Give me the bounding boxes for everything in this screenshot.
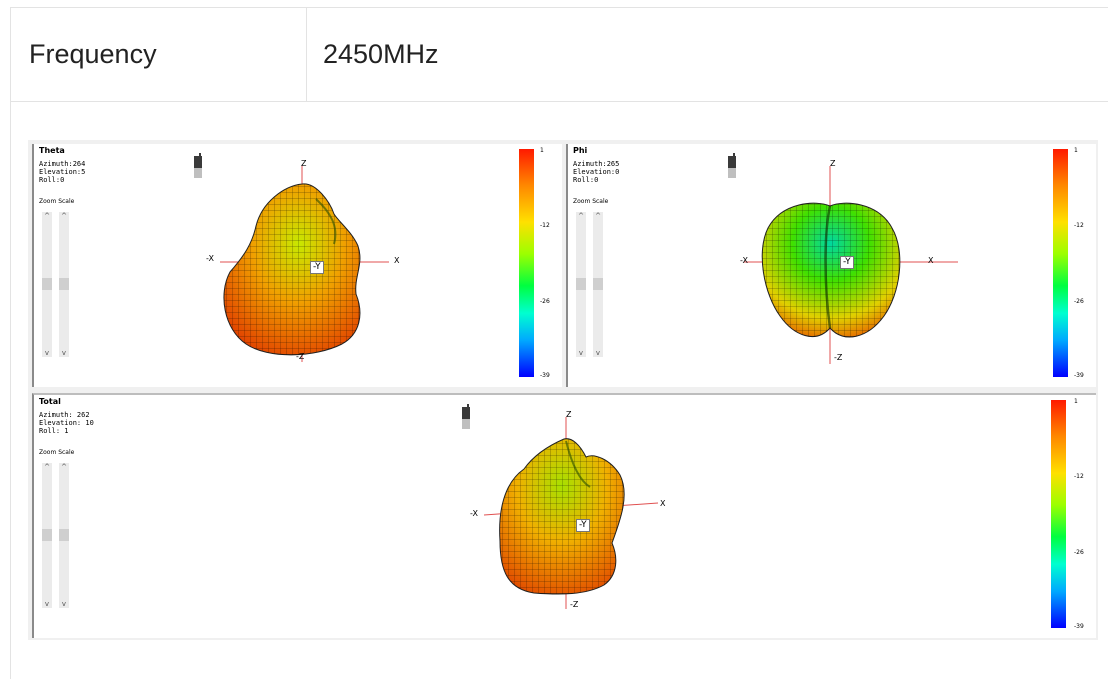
chevron-up-icon[interactable]: ^	[61, 463, 67, 471]
axis-label-neg-y: -Y	[840, 256, 854, 269]
scale-slider[interactable]: ^ v	[593, 212, 603, 357]
azimuth-readout: Azimuth: 262	[39, 411, 90, 419]
azimuth-readout: Azimuth:265	[573, 160, 620, 168]
zoom-slider[interactable]: ^ v	[576, 212, 586, 357]
phone-icon	[462, 404, 470, 429]
roll-readout: Roll:0	[573, 176, 599, 184]
theta-pattern-3d[interactable]	[34, 144, 562, 387]
phone-icon	[728, 153, 736, 178]
panel-title: Theta	[39, 146, 65, 155]
chevron-down-icon[interactable]: v	[578, 349, 584, 357]
axis-label-neg-y: -Y	[576, 519, 590, 532]
roll-readout: Roll:0	[39, 176, 65, 184]
chevron-up-icon[interactable]: ^	[578, 212, 584, 220]
orientation-readout: Azimuth:265 Elevation:0 Roll:0	[573, 160, 619, 184]
colorbar-tick: -26	[1074, 549, 1084, 556]
total-panel[interactable]: Total Azimuth: 262 Elevation: 10 Roll: 1…	[32, 393, 1096, 638]
scale-slider-thumb[interactable]	[59, 278, 69, 290]
frequency-row: Frequency 2450MHz	[10, 7, 1108, 102]
chevron-up-icon[interactable]: ^	[44, 463, 50, 471]
scale-slider[interactable]: ^ v	[59, 212, 69, 357]
colorbar-tick: -26	[1074, 298, 1084, 305]
zoom-slider-thumb[interactable]	[42, 278, 52, 290]
azimuth-readout: Azimuth:264	[39, 160, 86, 168]
zoom-scale-label: Zoom Scale	[39, 449, 75, 456]
total-pattern-3d[interactable]	[34, 395, 1096, 638]
colorbar-tick: 1	[1074, 398, 1078, 405]
scale-slider-thumb[interactable]	[59, 529, 69, 541]
chevron-up-icon[interactable]: ^	[595, 212, 601, 220]
theta-panel[interactable]: Theta Azimuth:264 Elevation:5 Roll:0 Zoo…	[32, 144, 562, 387]
orientation-readout: Azimuth:264 Elevation:5 Roll:0	[39, 160, 85, 184]
zoom-scale-label: Zoom Scale	[39, 198, 75, 205]
phi-pattern-3d[interactable]	[568, 144, 1096, 387]
axis-label-z: Z	[830, 159, 836, 168]
colorbar-tick: -12	[540, 222, 550, 229]
panel-title: Phi	[573, 146, 588, 155]
chevron-down-icon[interactable]: v	[595, 349, 601, 357]
frequency-label: Frequency	[10, 8, 307, 101]
axis-label-neg-x: -X	[206, 254, 214, 263]
table-border	[10, 100, 11, 679]
colorbar-tick: -39	[1074, 372, 1084, 379]
zoom-scale-label: Zoom Scale	[573, 198, 609, 205]
frequency-value: 2450MHz	[323, 39, 439, 69]
roll-readout: Roll: 1	[39, 427, 69, 435]
phi-panel[interactable]: Phi Azimuth:265 Elevation:0 Roll:0 Zoom …	[566, 144, 1096, 387]
chevron-down-icon[interactable]: v	[44, 600, 50, 608]
zoom-slider-thumb[interactable]	[42, 529, 52, 541]
axis-label-x: X	[394, 256, 400, 265]
elevation-readout: Elevation:5	[39, 168, 86, 176]
colorbar-tick: -26	[540, 298, 550, 305]
axis-label-neg-x: -X	[740, 256, 748, 265]
phone-icon	[194, 153, 202, 178]
colorbar	[1051, 400, 1066, 628]
scale-slider-thumb[interactable]	[593, 278, 603, 290]
axis-label-neg-z: -Z	[570, 600, 579, 609]
axis-label-x: X	[660, 499, 666, 508]
chevron-down-icon[interactable]: v	[44, 349, 50, 357]
axis-label-neg-x: -X	[470, 509, 478, 518]
axis-label-z: Z	[301, 159, 307, 168]
colorbar-tick: -39	[540, 372, 550, 379]
chevron-up-icon[interactable]: ^	[44, 212, 50, 220]
scale-slider[interactable]: ^ v	[59, 463, 69, 608]
zoom-slider[interactable]: ^ v	[42, 212, 52, 357]
axis-label-x: X	[928, 256, 934, 265]
elevation-readout: Elevation: 10	[39, 419, 94, 427]
colorbar-tick: 1	[540, 147, 544, 154]
axis-label-z: Z	[566, 410, 572, 419]
colorbar	[1053, 149, 1068, 377]
panel-title: Total	[39, 397, 61, 406]
colorbar-tick: -12	[1074, 473, 1084, 480]
axis-label-neg-z: -Z	[834, 353, 843, 362]
elevation-readout: Elevation:0	[573, 168, 620, 176]
chevron-down-icon[interactable]: v	[61, 349, 67, 357]
chevron-up-icon[interactable]: ^	[61, 212, 67, 220]
zoom-slider[interactable]: ^ v	[42, 463, 52, 608]
chevron-down-icon[interactable]: v	[61, 600, 67, 608]
colorbar	[519, 149, 534, 377]
orientation-readout: Azimuth: 262 Elevation: 10 Roll: 1	[39, 411, 94, 435]
colorbar-tick: -39	[1074, 623, 1084, 630]
axis-label-neg-y: -Y	[310, 261, 324, 274]
colorbar-tick: 1	[1074, 147, 1078, 154]
radiation-pattern-screenshot: Theta Azimuth:264 Elevation:5 Roll:0 Zoo…	[28, 140, 1098, 640]
axis-label-neg-z: -Z	[296, 352, 305, 361]
zoom-slider-thumb[interactable]	[576, 278, 586, 290]
colorbar-tick: -12	[1074, 222, 1084, 229]
